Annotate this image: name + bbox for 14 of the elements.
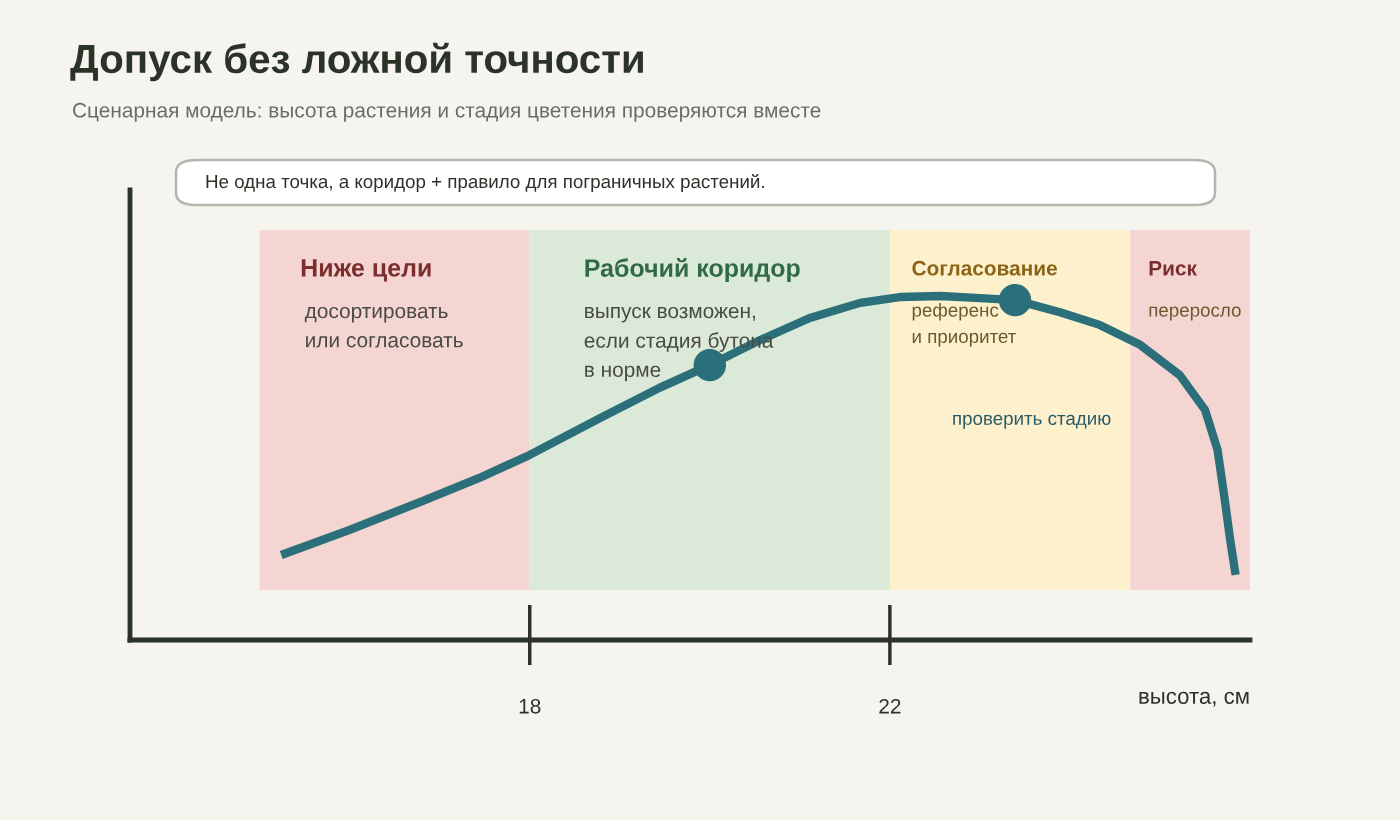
band-label: Риск bbox=[1149, 261, 1197, 276]
annotation: референс и приоритет bbox=[912, 303, 1017, 347]
band-label: Рабочий коридор bbox=[585, 258, 800, 282]
x-tick-label: 22 bbox=[879, 698, 901, 714]
band-label: Ниже цели bbox=[301, 259, 431, 282]
annotation: проверить стадию bbox=[953, 414, 1111, 429]
annotation: переросло bbox=[1149, 306, 1241, 321]
x-axis-title: высота, см bbox=[1139, 691, 1249, 707]
band-label: Согласование bbox=[912, 260, 1057, 276]
chart-title: Допуск без ложной точности bbox=[70, 42, 643, 82]
text: Не одна точка, а коридор + правило для пограничных растений. bbox=[206, 174, 764, 192]
x-tick-label: 18 bbox=[519, 698, 541, 714]
annotation: досортировать или согласовать bbox=[304, 306, 463, 348]
chart-subtitle: Сценарная модель: высота растения и стадия цветения проверяются вместе bbox=[73, 102, 821, 122]
